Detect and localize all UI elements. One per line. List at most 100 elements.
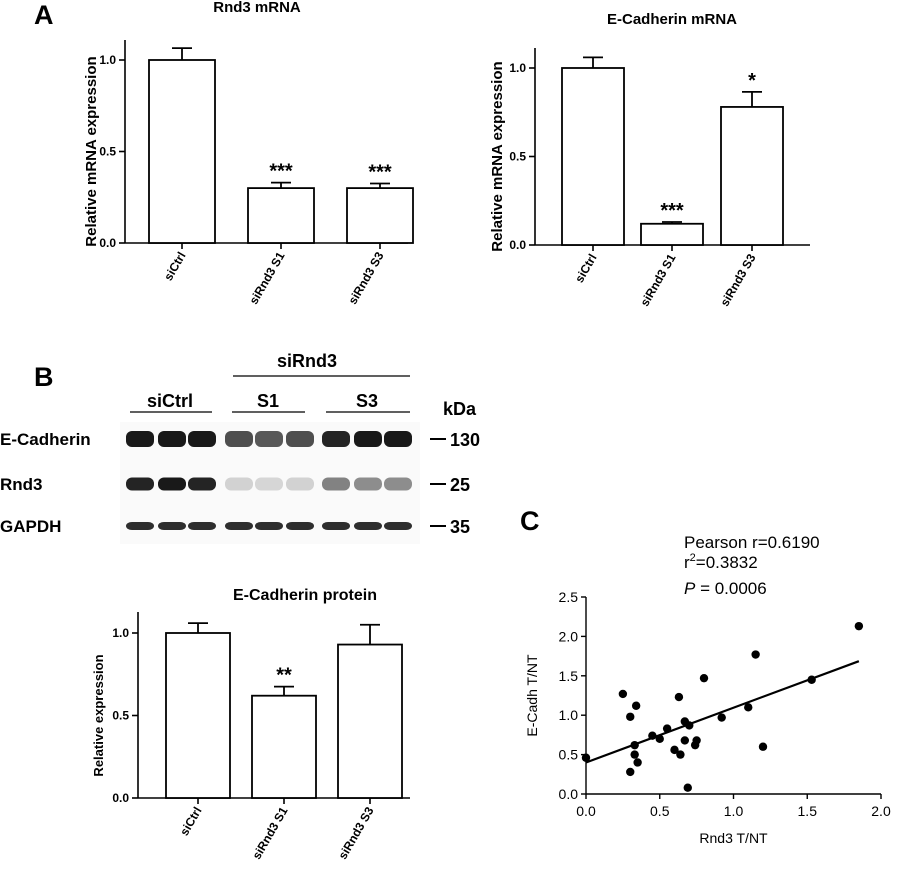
chart-title: E-Cadherin protein: [233, 587, 377, 604]
data-point: [581, 753, 591, 762]
data-point: [692, 736, 701, 745]
blot-band: [286, 522, 314, 530]
blot-band: [126, 522, 154, 530]
blot-band: [158, 477, 186, 491]
y-tick-label: 0.5: [112, 709, 129, 723]
y-tick-label: 2.0: [559, 628, 579, 644]
blot-band: [126, 477, 154, 491]
chart-title: Rnd3 mRNA: [213, 0, 301, 16]
blot-band: [255, 477, 283, 491]
x-tick-label: 2.0: [871, 803, 891, 819]
bar: [165, 632, 231, 799]
data-point: [751, 650, 760, 659]
y-tick-label: 2.5: [559, 589, 579, 605]
x-tick-label: siRnd3 S3: [335, 804, 376, 862]
pearson-label: Pearson r=0.6190: [684, 533, 820, 552]
y-tick-label: 0.5: [559, 747, 579, 763]
blot-band: [384, 431, 412, 447]
blot-lane-group-s3: S3: [356, 391, 378, 411]
blot-lane-group-s1: S1: [257, 391, 279, 411]
bar: [247, 187, 315, 244]
data-point: [630, 740, 639, 750]
x-tick-label: siRnd3 S3: [345, 249, 386, 307]
blot-band: [158, 522, 186, 530]
x-tick-label: siCtrl: [161, 250, 188, 284]
blot-band: [286, 431, 314, 447]
x-tick-label: siRnd3 S1: [637, 251, 678, 309]
blot-band: [322, 477, 350, 491]
correlation-scatter: 0.0 0.5 1.0 1.5 2.0 2.5 0.0 0.5 1.0 1.5 2.0 Rnd3 T/…: [524, 589, 891, 846]
data-point: [618, 689, 628, 699]
data-point: [717, 713, 726, 722]
blot-row-label: E-Cadherin: [0, 430, 91, 449]
blot-band: [255, 431, 283, 447]
y-axis-label: Relative mRNA expression: [83, 56, 100, 246]
bar: [561, 67, 625, 246]
y-axis-label: Relative mRNA expression: [489, 61, 506, 251]
data-point: [626, 712, 635, 721]
bar: [346, 187, 414, 244]
blot-band: [255, 522, 283, 530]
x-axis-label: Rnd3 T/NT: [699, 830, 768, 846]
blot-band: [188, 431, 216, 447]
significance-marker: **: [276, 665, 292, 687]
y-tick-label: 0.0: [509, 238, 526, 252]
data-point: [854, 621, 864, 631]
regression-line: [585, 660, 860, 764]
p-value-label: P = 0.0006: [684, 579, 767, 598]
blot-group-header: siRnd3: [277, 351, 337, 371]
blot-band: [354, 477, 382, 491]
blot-band: [225, 522, 253, 530]
chart-title: E-Cadherin mRNA: [607, 11, 737, 28]
marker-label: 25: [450, 475, 470, 495]
blot-band: [126, 431, 154, 447]
x-tick-label: 0.5: [650, 803, 670, 819]
data-point: [648, 731, 657, 740]
significance-marker: ***: [660, 200, 684, 222]
blot-band: [225, 477, 253, 491]
data-point: [807, 675, 816, 684]
bar: [251, 694, 317, 799]
panel-label-c: C: [520, 506, 540, 536]
data-point: [655, 734, 664, 744]
ecad-protein-chart: E-Cadherin protein 0.0 0.5 1.0 Relative expr…: [91, 587, 410, 862]
x-tick-label: 1.0: [724, 803, 744, 819]
data-point: [670, 745, 679, 755]
blot-lane-group-sictrl: siCtrl: [147, 391, 193, 411]
blot-band: [384, 522, 412, 530]
y-tick-label: 0.0: [112, 791, 129, 805]
blot-band: [286, 477, 314, 491]
bar: [640, 222, 704, 246]
r-squared-superscript: 2: [690, 552, 696, 564]
y-tick-label: 1.0: [559, 707, 579, 723]
y-tick-label: 0.5: [509, 150, 526, 164]
significance-marker: *: [748, 70, 756, 92]
blot-band: [322, 431, 350, 447]
data-point: [676, 750, 685, 759]
data-point: [699, 673, 709, 683]
data-point: [674, 692, 684, 702]
x-tick-label: siRnd3 S3: [717, 251, 758, 309]
x-tick-label: 1.5: [798, 803, 818, 819]
data-point: [758, 742, 768, 751]
significance-marker: ***: [368, 162, 392, 184]
data-point: [630, 750, 639, 759]
r-squared-prefix: r: [684, 553, 690, 572]
blot-kda-label: kDa: [443, 399, 477, 419]
bar: [720, 106, 784, 246]
r-squared-value: =0.3832: [696, 553, 758, 572]
y-tick-label: 1.0: [112, 626, 129, 640]
y-tick-label: 1.5: [559, 668, 579, 684]
y-axis-label: Relative expression: [91, 654, 106, 776]
y-tick-label: 0.0: [559, 786, 579, 802]
marker-label: 35: [450, 517, 470, 537]
marker-label: 130: [450, 430, 480, 450]
blot-band: [158, 431, 186, 447]
x-tick-label: siRnd3 S1: [249, 804, 290, 862]
western-blot: siRnd3 siCtrl S1 S3 kDa E-Cadherin 130 Rnd…: [0, 351, 480, 544]
blot-row-label: GAPDH: [0, 517, 61, 536]
blot-band: [354, 522, 382, 530]
